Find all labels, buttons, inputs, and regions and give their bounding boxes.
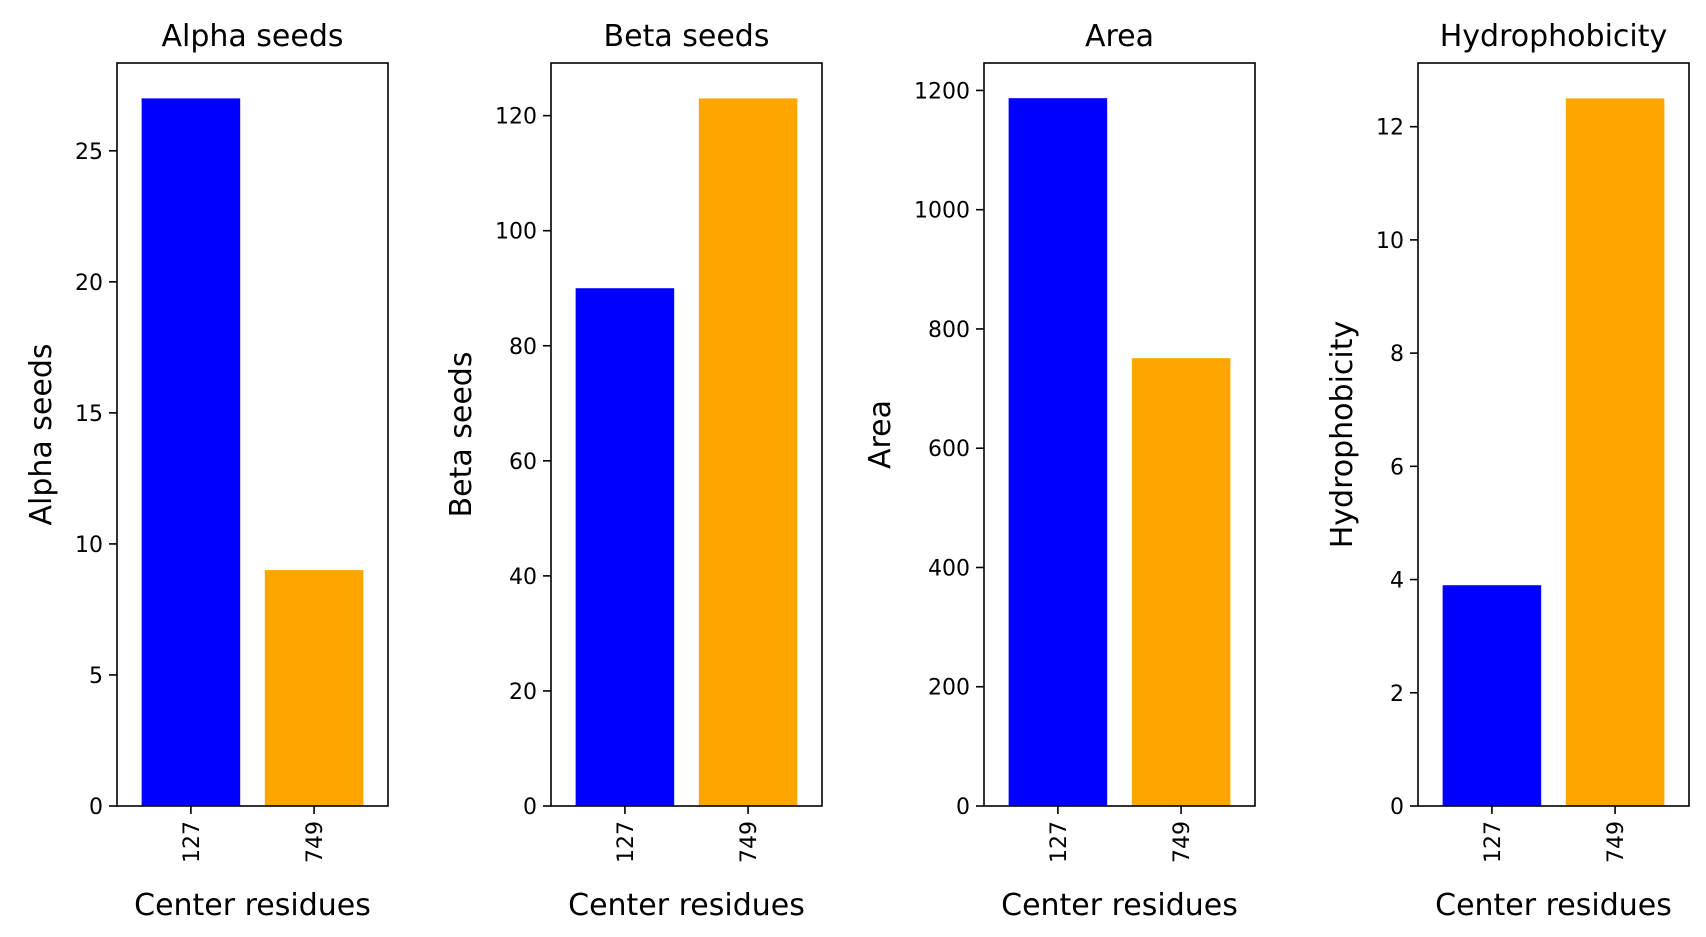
chart-panel-1: 0 20 40 60 80 100 120 127 749 Beta seeds Center re… <box>444 19 823 923</box>
y-tick-label: 20 <box>509 680 537 705</box>
y-tick-label: 0 <box>523 795 537 820</box>
y-tick-label: 12 <box>1376 116 1404 141</box>
y-tick-label: 200 <box>928 676 970 701</box>
chart-title: Alpha seeds <box>161 19 343 54</box>
chart-panel-2: 0 200 400 600 800 1000 1200 127 749 Area Center re… <box>863 19 1256 923</box>
bar-127 <box>575 288 675 807</box>
bar-127 <box>141 98 241 806</box>
y-tick-label: 1200 <box>914 79 970 104</box>
y-tick-label: 6 <box>1390 455 1404 480</box>
y-tick-label: 5 <box>89 664 103 689</box>
y-tick-label: 120 <box>495 105 537 130</box>
bar-749 <box>1565 98 1665 806</box>
y-axis-label: Hydrophobicity <box>1325 321 1360 549</box>
chart-title: Hydrophobicity <box>1440 19 1668 54</box>
plot-frame <box>1417 62 1690 807</box>
y-axis-label: Alpha seeds <box>24 343 59 525</box>
y-tick-label: 0 <box>89 795 103 820</box>
y-tick-label: 1000 <box>914 199 970 224</box>
y-tick-label: 4 <box>1390 569 1404 594</box>
y-tick-label: 10 <box>75 533 103 558</box>
y-axis-label: Area <box>863 400 898 469</box>
y-tick-label: 100 <box>495 220 537 245</box>
y-tick-label: 2 <box>1390 682 1404 707</box>
x-tick-label: 749 <box>303 821 328 863</box>
x-axis-label: Center residues <box>568 888 805 923</box>
y-tick-label: 0 <box>1390 795 1404 820</box>
y-axis-label: Beta seeds <box>444 352 479 518</box>
x-axis-label: Center residues <box>1435 888 1672 923</box>
x-tick-label: 127 <box>614 821 639 863</box>
y-tick-label: 40 <box>509 565 537 590</box>
x-tick-label: 749 <box>1604 821 1629 863</box>
x-axis-label: Center residues <box>1001 888 1238 923</box>
x-tick-label: 749 <box>1170 821 1195 863</box>
chart-panel-3: 0 2 4 6 8 10 12 127 749 Hydrophobicity Center resi… <box>1325 19 1690 923</box>
y-tick-label: 8 <box>1390 342 1404 367</box>
chart-title: Area <box>1085 19 1154 54</box>
plot-frame <box>983 62 1256 807</box>
y-tick-label: 600 <box>928 437 970 462</box>
chart-panel-0: 0 5 10 15 20 25 127 749 Alpha seeds Center residu… <box>24 19 389 923</box>
y-tick-label: 25 <box>75 140 103 165</box>
bar-749 <box>698 98 798 806</box>
chart-title: Beta seeds <box>604 19 770 54</box>
plot-frame <box>116 62 389 807</box>
y-tick-label: 80 <box>509 335 537 360</box>
bar-749 <box>264 570 364 806</box>
y-tick-label: 60 <box>509 450 537 475</box>
x-tick-label: 127 <box>1481 821 1506 863</box>
y-tick-label: 800 <box>928 318 970 343</box>
y-tick-label: 400 <box>928 556 970 581</box>
x-tick-label: 127 <box>1047 821 1072 863</box>
y-tick-label: 15 <box>75 402 103 427</box>
x-tick-label: 749 <box>737 821 762 863</box>
x-axis-label: Center residues <box>134 888 371 923</box>
y-tick-label: 0 <box>956 795 970 820</box>
bar-127 <box>1008 98 1108 807</box>
bar-127 <box>1442 585 1542 806</box>
y-tick-label: 10 <box>1376 229 1404 254</box>
bar-749 <box>1131 358 1231 806</box>
x-tick-label: 127 <box>180 821 205 863</box>
y-tick-label: 20 <box>75 271 103 296</box>
plot-frame <box>550 62 823 807</box>
